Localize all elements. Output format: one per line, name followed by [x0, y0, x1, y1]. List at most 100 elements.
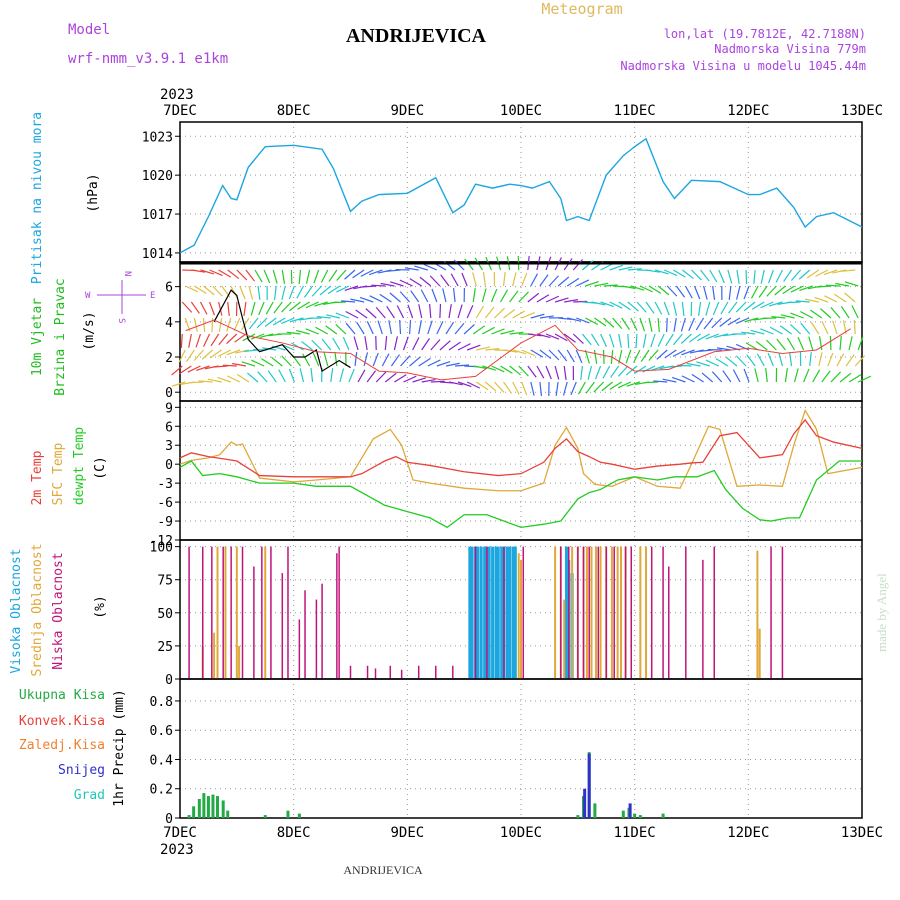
wind-arrow: [311, 339, 323, 351]
precip-legend-convective: Konvek.Kisa: [19, 714, 105, 729]
wind-arrow: [680, 333, 692, 344]
wind-arrow: [633, 349, 641, 363]
wind-arrow: [808, 336, 814, 351]
wind-arrow: [783, 269, 793, 282]
wind-arrow: [427, 320, 433, 335]
wind-arrow: [272, 317, 286, 326]
precip-bar: [216, 796, 220, 818]
top-date-ticks: 7DEC 8DEC 9DEC 10DEC 11DEC 12DEC 13DEC: [163, 103, 883, 119]
wind-arrow: [250, 301, 256, 316]
wind-arrow: [319, 285, 332, 296]
sfc-temp-line: [179, 408, 863, 492]
wind-arrow: [527, 365, 537, 378]
watermark: made by Angel: [874, 573, 889, 652]
wind-arrow: [466, 344, 481, 351]
wind-arrow: [345, 310, 359, 319]
wind-arrow: [695, 317, 705, 331]
wind-arrow: [418, 304, 423, 319]
wind-arrow: [684, 285, 693, 299]
wind-arrow: [472, 288, 476, 303]
temperature-panel: -12 -9 -6 -3 0 3 6 9: [150, 400, 863, 549]
wind-arrow: [539, 274, 549, 287]
wind-arrow: [518, 291, 529, 303]
wind-arrow: [727, 317, 741, 326]
wind-arrow: [209, 269, 223, 277]
wind-arrow: [744, 317, 759, 323]
wind-arrow: [500, 365, 513, 374]
wind-arrow: [482, 365, 496, 371]
temp-ylabel-2m: 2m Temp: [30, 450, 45, 505]
wind-arrow: [227, 269, 240, 280]
wind-arrow: [256, 317, 268, 329]
wind-arrow: [330, 368, 334, 383]
wind-arrow: [389, 281, 404, 287]
wind-arrow: [454, 322, 465, 335]
wind-arrow: [653, 380, 668, 383]
wind-arrow: [305, 301, 319, 309]
wind-arrow: [475, 381, 489, 391]
wind-arrow: [633, 365, 647, 375]
wind-arrow: [563, 333, 576, 343]
wind-arrow: [765, 368, 768, 383]
wind-arrow: [735, 301, 747, 313]
wind-arrow: [353, 336, 359, 351]
y-tick-label: 75: [157, 574, 173, 589]
temp-ylabel-sfc: SFC Temp: [51, 443, 66, 506]
cloud-ylabel-mid: Srednja Oblacnost: [30, 543, 45, 676]
wind-arrow: [344, 285, 359, 291]
wind-arrow: [365, 308, 377, 319]
wind-arrow: [590, 333, 600, 347]
precip-legend-total: Ukupna Kisa: [19, 688, 105, 703]
wind-arrow: [512, 272, 517, 287]
y-tick-label: 100: [150, 541, 173, 556]
wind-arrow: [627, 333, 630, 349]
bottom-date-label: 7DEC: [163, 825, 197, 841]
wind-arrow: [818, 352, 823, 367]
wind-arrow: [352, 269, 365, 279]
wind-arrow: [321, 338, 332, 351]
wind-arrow: [806, 269, 820, 279]
wind-arrow: [297, 301, 310, 310]
wind-arrow: [257, 285, 261, 300]
wind-arrow: [530, 273, 539, 287]
wind-arrow: [448, 381, 463, 386]
wind-arrow: [399, 319, 402, 335]
cloud-ylabel-low: Niska Oblacnost: [51, 552, 66, 669]
wind-arrow: [812, 369, 821, 383]
wind-arrow: [379, 293, 392, 303]
wind-arrow: [466, 381, 481, 389]
cloud-unit: (%): [93, 595, 108, 618]
model-elevation-text: Nadmorska Visina u modelu 1045.44m: [620, 59, 866, 73]
wind-arrow: [476, 346, 491, 351]
wind-arrow: [665, 333, 674, 347]
wind-arrow: [195, 333, 202, 348]
wind-arrow: [830, 371, 842, 383]
wind-arrow: [825, 284, 841, 287]
wind-arrow: [709, 269, 718, 283]
wind-arrow: [555, 381, 559, 396]
wind-arrow: [810, 321, 820, 335]
wind-arrow: [218, 301, 223, 316]
panel-frame: [179, 678, 863, 819]
wind-arrow: [521, 381, 528, 396]
wind-arrow: [366, 321, 374, 335]
precip-bar: [187, 815, 191, 818]
bottom-date-label: 8DEC: [277, 825, 311, 841]
wind-arrow: [736, 269, 740, 284]
wind-unit: (m/s): [82, 311, 97, 350]
wind-arrow: [423, 263, 438, 271]
wind-arrow: [332, 337, 341, 351]
wind-arrow: [839, 372, 852, 383]
wind-arrow: [682, 269, 694, 280]
wind-arrow: [339, 368, 345, 383]
wind-arrow: [671, 376, 686, 383]
wind-arrow: [711, 371, 723, 383]
elevation-text: Nadmorska Visina 779m: [714, 42, 866, 56]
wind-arrow: [585, 281, 599, 287]
wind-arrow: [248, 285, 254, 300]
wind-arrow: [503, 309, 516, 319]
y-tick-label: 0: [165, 386, 173, 401]
wind-arrow: [625, 365, 638, 376]
precip-bar: [263, 815, 267, 818]
wind-arrow: [390, 354, 401, 367]
